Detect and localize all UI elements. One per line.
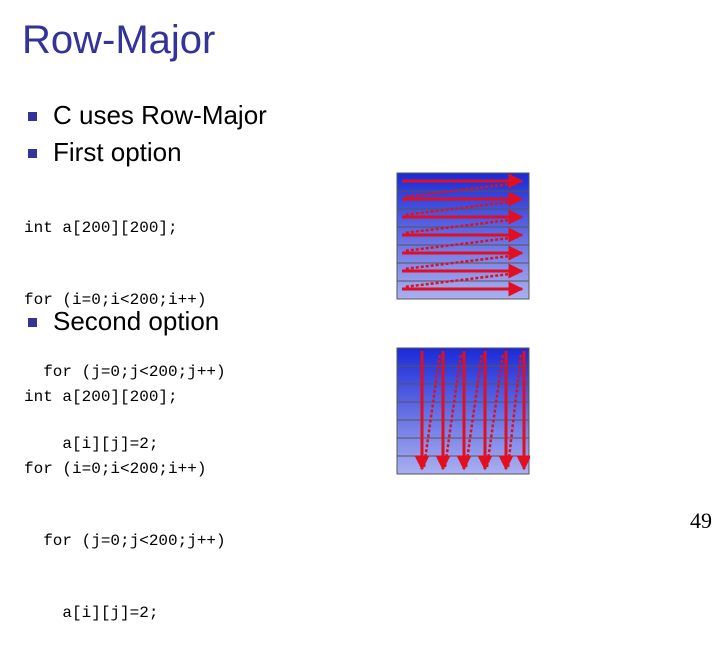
return-dash (443, 352, 463, 468)
return-dashes (422, 352, 523, 468)
square-bullet-icon (28, 111, 37, 121)
return-dash (506, 352, 523, 468)
code-block-first: int a[200][200]; for (i=0;i<200;i++) for… (24, 168, 226, 480)
square-bullet-icon (28, 148, 37, 158)
code-line: a[i][j]=2; (24, 435, 159, 453)
bullet-item: First option (28, 136, 182, 168)
code-line: int a[200][200]; (24, 388, 178, 406)
page-number: 49 (690, 508, 712, 533)
code-line: for (j=0;j<200;j++) (24, 532, 226, 550)
slide-title: Row-Major (22, 18, 216, 62)
return-dashes (403, 181, 519, 289)
column-arrows (414, 351, 530, 471)
square-bullet-icon (28, 317, 37, 327)
code-line: for (i=0;i<200;i++) (24, 291, 207, 309)
column-traversal-diagram (396, 347, 530, 475)
return-dash (403, 235, 519, 253)
return-dash (464, 352, 484, 468)
bullet-item: C uses Row-Major (28, 99, 267, 131)
bullet-item: Second option (28, 305, 219, 337)
code-line: a[i][j]=2; (24, 604, 159, 622)
return-dash (403, 271, 519, 289)
bullet-text: C uses Row-Major (53, 99, 267, 130)
code-line: for (j=0;j<200;j++) (24, 363, 226, 381)
code-line: for (i=0;i<200;i++) (24, 460, 207, 478)
return-dash (403, 181, 519, 199)
return-dash (403, 217, 519, 235)
code-block-second: int a[200][200]; for (i=0;i<200;i++) for… (24, 337, 226, 649)
row-traversal-diagram (396, 172, 530, 300)
return-dash (485, 352, 505, 468)
return-dash (403, 253, 519, 271)
bullet-text: First option (53, 136, 182, 167)
code-line: int a[200][200]; (24, 219, 178, 237)
return-dash (403, 199, 519, 217)
bullet-text: Second option (53, 305, 220, 336)
return-dash (422, 352, 442, 468)
row-arrows (402, 173, 524, 297)
